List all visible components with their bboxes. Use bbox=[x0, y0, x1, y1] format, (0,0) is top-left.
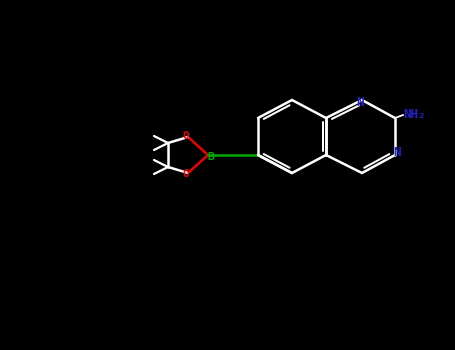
Text: O: O bbox=[182, 131, 189, 141]
Text: N: N bbox=[393, 147, 401, 160]
Text: B: B bbox=[207, 152, 214, 162]
Text: N: N bbox=[356, 96, 364, 108]
Text: NH₂: NH₂ bbox=[403, 108, 425, 121]
Text: O: O bbox=[182, 169, 189, 179]
